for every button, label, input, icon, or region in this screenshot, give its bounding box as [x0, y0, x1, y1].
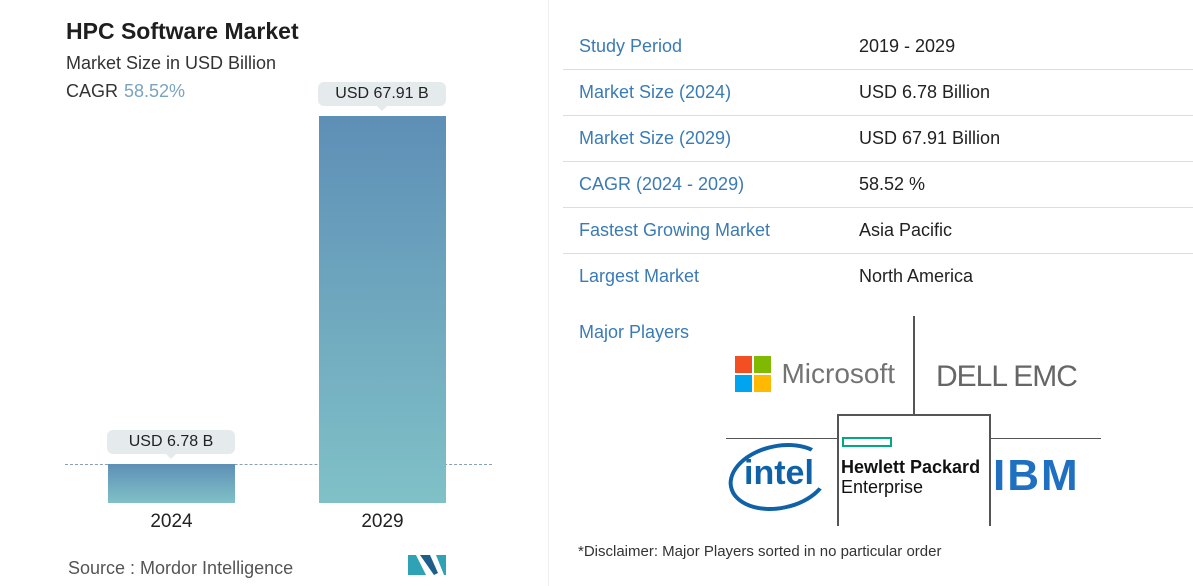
x-tick-label: 2029 [361, 511, 404, 532]
stat-value: 2019 - 2029 [859, 36, 956, 56]
cagr-label: CAGR [66, 81, 119, 101]
stat-value: USD 6.78 Billion [859, 82, 991, 102]
stat-value: North America [859, 266, 974, 286]
stat-row: Largest Market North America [563, 253, 1193, 299]
major-players-label: Major Players [579, 322, 690, 342]
stat-label: Study Period [579, 36, 683, 56]
cagr: CAGR 58.52% [66, 81, 185, 102]
stat-label: Fastest Growing Market [579, 220, 771, 240]
stat-label: CAGR (2024 - 2029) [579, 174, 745, 194]
chart-panel: HPC Software Market Market Size in USD B… [0, 0, 549, 586]
stat-row: Market Size (2029) USD 67.91 Billion [563, 115, 1193, 162]
microsoft-logo: Microsoft [735, 356, 895, 392]
data-label: USD 6.78 B [107, 430, 235, 460]
bar-2029 [319, 116, 446, 503]
intel-logo: intel [744, 454, 814, 492]
hpe-logo: Hewlett Packard Enterprise [841, 457, 981, 497]
stat-value: USD 67.91 Billion [859, 128, 1001, 148]
stat-row: Fastest Growing Market Asia Pacific [563, 207, 1193, 254]
hpe-icon [842, 437, 892, 447]
stat-value: 58.52 % [859, 174, 926, 194]
bar-2024 [108, 464, 235, 503]
source: Source : Mordor Intelligence [68, 558, 294, 578]
chart-title: HPC Software Market [66, 18, 299, 44]
x-tick-label: 2024 [150, 511, 193, 532]
cagr-value: 58.52% [124, 81, 186, 101]
chart-subtitle: Market Size in USD Billion [66, 53, 277, 73]
stat-label: Market Size (2029) [579, 128, 732, 148]
stat-row: CAGR (2024 - 2029) 58.52 % [563, 161, 1193, 208]
microsoft-icon [735, 356, 771, 392]
dell-emc-logo: DELL EMC [936, 360, 1078, 393]
ibm-logo: IBM [993, 451, 1080, 500]
stat-value: Asia Pacific [859, 220, 953, 240]
disclaimer: *Disclaimer: Major Players sorted in no … [578, 543, 942, 560]
stat-label: Market Size (2024) [579, 82, 732, 102]
data-label: USD 67.91 B [318, 82, 446, 111]
mordor-logo [408, 555, 446, 575]
stat-row: Market Size (2024) USD 6.78 Billion [563, 69, 1193, 116]
stat-label: Largest Market [579, 266, 700, 286]
stat-row: Study Period 2019 - 2029 [563, 23, 1193, 70]
reference-line [65, 464, 492, 465]
